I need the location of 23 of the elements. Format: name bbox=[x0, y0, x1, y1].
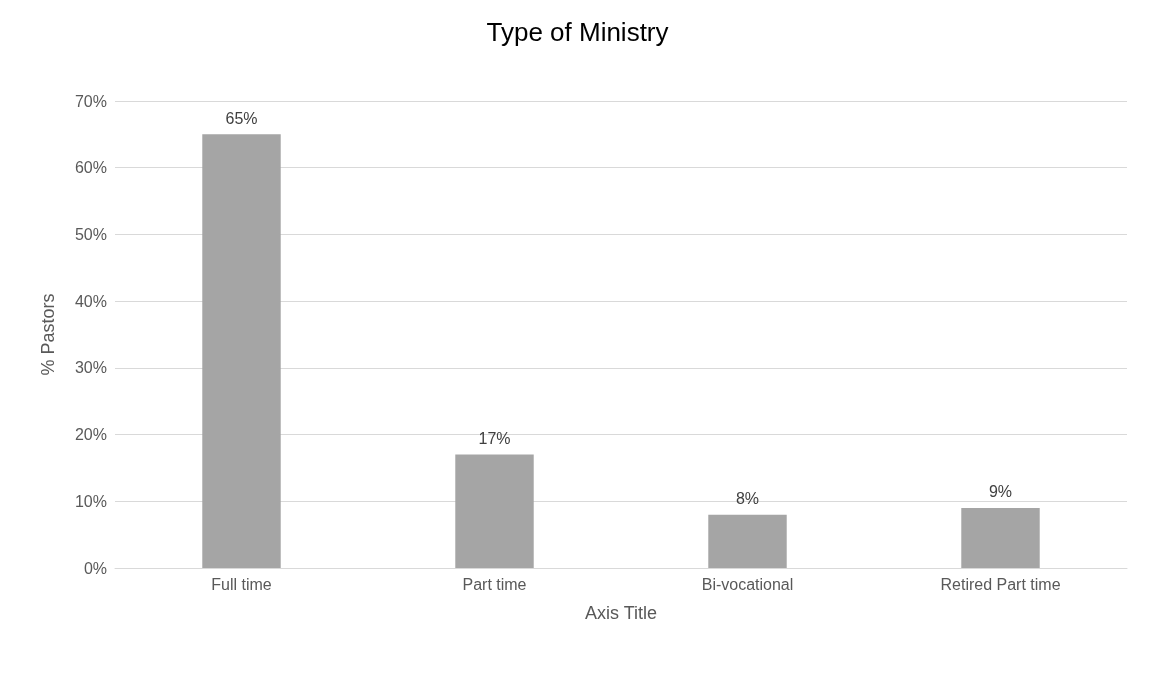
bar bbox=[961, 507, 1040, 568]
x-tick-label: Retired Part time bbox=[940, 575, 1061, 593]
y-tick-label: 70% bbox=[74, 92, 107, 110]
y-tick-label: 30% bbox=[74, 359, 107, 377]
bar bbox=[708, 514, 787, 568]
x-axis-title: Axis Title bbox=[584, 603, 658, 623]
bar bbox=[202, 134, 281, 568]
y-tick-label: 60% bbox=[74, 159, 107, 177]
bar bbox=[455, 454, 534, 568]
x-tick-label: Part time bbox=[462, 575, 527, 593]
data-label: 17% bbox=[478, 430, 511, 448]
data-label: 65% bbox=[225, 109, 258, 127]
y-tick-label: 20% bbox=[74, 426, 107, 444]
data-label: 9% bbox=[988, 483, 1013, 501]
y-tick-label: 50% bbox=[74, 225, 107, 243]
y-axis-title: % Pastors bbox=[38, 293, 58, 376]
y-tick-label: 10% bbox=[74, 492, 107, 510]
chart-title: Type of Ministry bbox=[486, 17, 669, 47]
y-tick-label: 40% bbox=[74, 292, 107, 310]
data-label: 8% bbox=[735, 490, 760, 508]
x-tick-label: Bi-vocational bbox=[701, 575, 794, 593]
x-tick-label: Full time bbox=[211, 575, 272, 593]
y-tick-label: 0% bbox=[83, 559, 107, 577]
